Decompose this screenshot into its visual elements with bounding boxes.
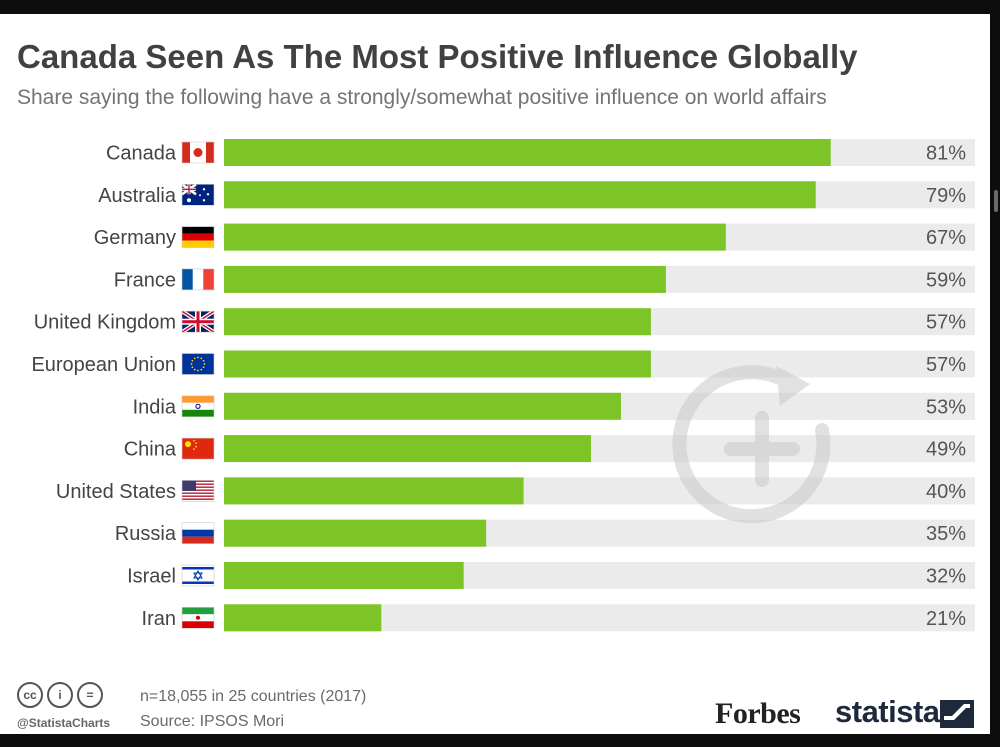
value-label: 49% bbox=[926, 439, 966, 461]
forbes-logo: Forbes bbox=[715, 697, 801, 730]
value-label: 32% bbox=[926, 566, 966, 588]
nd-icon: = bbox=[77, 682, 103, 708]
category-label: United States bbox=[56, 481, 176, 503]
bar bbox=[224, 350, 651, 378]
value-label: 35% bbox=[926, 523, 966, 545]
usa-flag-icon bbox=[181, 480, 215, 502]
india-flag-icon bbox=[181, 395, 215, 418]
bar bbox=[224, 604, 382, 632]
eu-flag-icon bbox=[181, 353, 215, 375]
value-label: 53% bbox=[926, 396, 966, 418]
value-label: 21% bbox=[926, 608, 966, 630]
category-label: Canada bbox=[106, 143, 177, 165]
bar bbox=[224, 392, 621, 420]
screen-edge bbox=[990, 14, 1000, 734]
iran-flag-icon bbox=[181, 606, 215, 629]
category-label: Germany bbox=[94, 227, 176, 249]
bar bbox=[224, 308, 651, 336]
category-label: Australia bbox=[98, 185, 177, 207]
value-label: 59% bbox=[926, 269, 966, 291]
category-label: India bbox=[133, 396, 177, 418]
category-label: Israel bbox=[127, 566, 176, 588]
source-note: Source: IPSOS Mori bbox=[140, 713, 285, 730]
china-flag-icon bbox=[181, 437, 215, 460]
scroll-indicator bbox=[994, 190, 998, 212]
by-icon: i bbox=[47, 682, 73, 708]
license-icons: cc i = bbox=[17, 682, 103, 708]
bar bbox=[224, 435, 592, 463]
bar bbox=[224, 477, 524, 505]
value-label: 40% bbox=[926, 481, 966, 503]
category-label: Iran bbox=[142, 608, 176, 630]
bar bbox=[224, 139, 831, 166]
value-label: 57% bbox=[926, 312, 966, 334]
bar bbox=[224, 562, 464, 589]
sample-note: n=18,055 in 25 countries (2017) bbox=[140, 688, 367, 705]
value-label: 81% bbox=[926, 143, 966, 165]
category-label: United Kingdom bbox=[34, 312, 176, 334]
statista-handle: @StatistaCharts bbox=[17, 716, 111, 730]
bar bbox=[224, 265, 666, 293]
bar bbox=[224, 223, 726, 251]
category-label: Russia bbox=[115, 523, 177, 545]
canada-flag-icon bbox=[181, 141, 215, 164]
russia-flag-icon bbox=[181, 522, 215, 545]
category-label: European Union bbox=[31, 354, 176, 376]
cc-icon: cc bbox=[17, 682, 43, 708]
bar bbox=[224, 519, 487, 547]
france-flag-icon bbox=[181, 268, 215, 291]
statista-logo: statista bbox=[835, 694, 940, 729]
value-label: 79% bbox=[926, 185, 966, 207]
value-label: 57% bbox=[926, 354, 966, 376]
chart-title: Canada Seen As The Most Positive Influen… bbox=[17, 38, 858, 75]
category-label: France bbox=[114, 269, 176, 291]
statista-mark-icon bbox=[940, 700, 974, 728]
uk-flag-icon bbox=[180, 309, 216, 334]
bar-chart: Canada 81% Australia 79% Germany 67% France 59%… bbox=[31, 139, 975, 632]
category-label: China bbox=[124, 439, 177, 461]
chart-subtitle: Share saying the following have a strong… bbox=[17, 86, 827, 109]
australia-flag-icon bbox=[181, 183, 215, 206]
israel-flag-icon bbox=[181, 564, 215, 587]
replay-plus-icon[interactable] bbox=[672, 358, 852, 538]
germany-flag-icon bbox=[181, 226, 215, 248]
chart-card: Canada Seen As The Most Positive Influen… bbox=[0, 14, 990, 734]
bar bbox=[224, 181, 816, 209]
value-label: 67% bbox=[926, 227, 966, 249]
